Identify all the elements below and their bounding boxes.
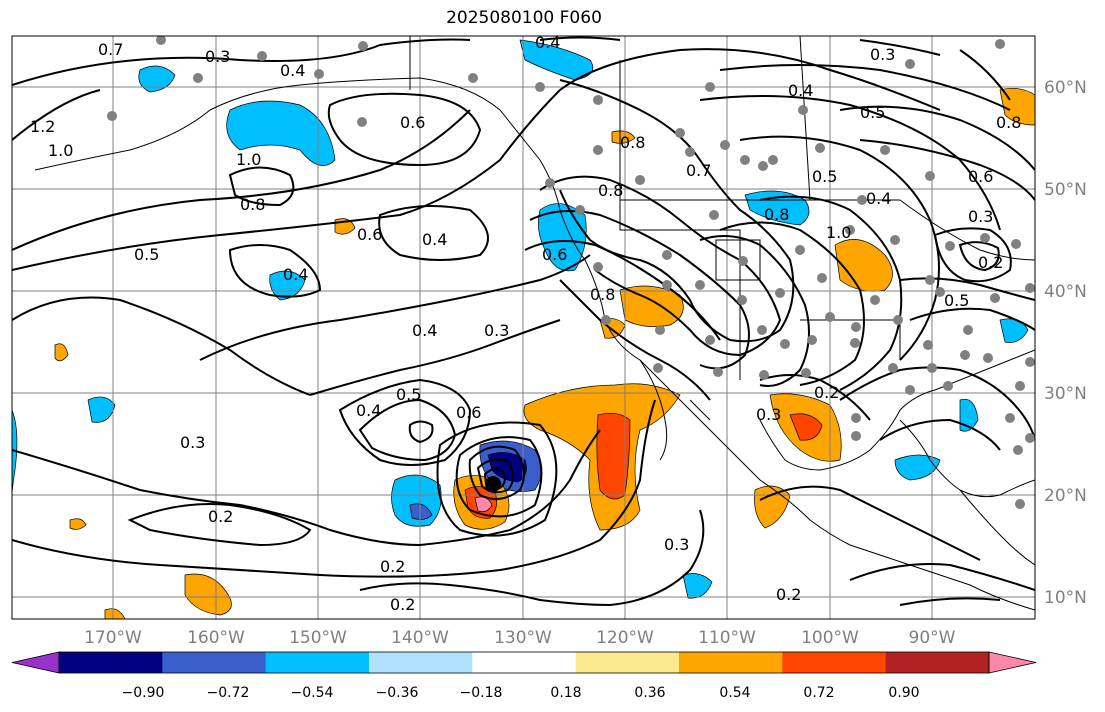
colorbar-segment [679,652,783,673]
svg-text:170°W: 170°W [84,628,142,648]
longitude-labels: 170°W 160°W 150°W 140°W 130°W 120°W 110°… [84,628,956,648]
map-frame [11,35,1036,620]
colorbar-ticks: −0.90 −0.72 −0.54 −0.36 −0.18 0.18 0.36 … [122,685,920,701]
graticule [12,36,1035,619]
svg-text:0.7: 0.7 [686,161,711,180]
svg-text:0.8: 0.8 [240,195,265,214]
svg-text:0.6: 0.6 [542,245,567,264]
colorbar-segment [472,652,577,673]
svg-text:0.4: 0.4 [422,230,447,249]
svg-text:0.3: 0.3 [180,433,205,452]
svg-text:0.8: 0.8 [598,181,623,200]
svg-text:90°W: 90°W [909,628,956,648]
colorbar-tick: 0.18 [550,685,581,701]
colorbar-segment [162,652,267,673]
colorbar-tick: −0.18 [460,685,503,701]
svg-text:0.3: 0.3 [664,535,689,554]
svg-text:120°W: 120°W [596,628,654,648]
svg-text:0.3: 0.3 [968,207,993,226]
svg-text:1.0: 1.0 [48,141,73,160]
svg-text:0.6: 0.6 [456,403,481,422]
colorbar-extend-low [11,651,60,674]
svg-text:20°N: 20°N [1044,486,1087,506]
svg-text:0.4: 0.4 [535,33,560,52]
svg-text:0.5: 0.5 [812,167,837,186]
svg-text:0.4: 0.4 [283,265,308,284]
svg-text:0.3: 0.3 [756,405,781,424]
colorbar-segment [575,652,680,673]
colorbar: −0.90 −0.72 −0.54 −0.36 −0.18 0.18 0.36 … [11,651,1037,701]
svg-text:0.7: 0.7 [98,40,123,59]
svg-text:0.2: 0.2 [978,253,1003,272]
svg-text:0.8: 0.8 [590,285,615,304]
colorbar-tick: 0.90 [888,685,919,701]
svg-text:0.2: 0.2 [380,557,405,576]
shaded-anomalies [12,39,1035,619]
svg-text:1.0: 1.0 [236,150,261,169]
svg-text:40°N: 40°N [1044,282,1087,302]
colorbar-segment [265,652,370,673]
plot-title: 2025080100 F060 [446,8,602,28]
svg-text:0.5: 0.5 [134,245,159,264]
svg-text:0.3: 0.3 [205,47,230,66]
svg-text:140°W: 140°W [391,628,449,648]
svg-text:1.0: 1.0 [826,223,851,242]
colorbar-tick: 0.72 [803,685,834,701]
svg-text:0.5: 0.5 [860,103,885,122]
contour-labels: 0.7 0.3 0.4 1.2 1.0 0.6 1.0 0.8 0.5 0.4 … [30,33,1021,614]
svg-text:110°W: 110°W [698,628,756,648]
svg-text:0.4: 0.4 [356,401,381,420]
svg-text:0.8: 0.8 [996,113,1021,132]
svg-text:100°W: 100°W [801,628,859,648]
svg-text:1.2: 1.2 [30,117,55,136]
svg-text:0.4: 0.4 [280,61,305,80]
svg-text:0.8: 0.8 [620,133,645,152]
colorbar-segment [369,652,473,673]
colorbar-outline [58,651,990,674]
colorbar-segments [11,651,1037,674]
colorbar-segment [885,652,990,673]
colorbar-tick: −0.90 [122,685,165,701]
colorbar-segment [59,652,163,673]
svg-text:30°N: 30°N [1044,384,1087,404]
colorbar-segment [782,652,887,673]
svg-text:0.4: 0.4 [866,189,891,208]
storm-center-marker [485,476,501,492]
contours [12,36,1035,607]
svg-text:0.4: 0.4 [412,321,437,340]
station-markers [107,36,1035,509]
svg-text:0.3: 0.3 [870,45,895,64]
svg-text:150°W: 150°W [289,628,347,648]
svg-text:0.4: 0.4 [788,81,813,100]
colorbar-tick: −0.54 [291,685,334,701]
colorbar-extend-high [988,651,1037,674]
colorbar-tick: −0.36 [376,685,419,701]
svg-text:130°W: 130°W [494,628,552,648]
latitude-labels: 60°N 50°N 40°N 30°N 20°N 10°N [1044,78,1087,608]
svg-text:0.6: 0.6 [357,225,382,244]
svg-text:0.6: 0.6 [968,167,993,186]
svg-text:0.2: 0.2 [814,383,839,402]
svg-text:10°N: 10°N [1044,588,1087,608]
svg-text:0.3: 0.3 [484,321,509,340]
colorbar-tick: 0.36 [634,685,665,701]
colorbar-tick: −0.72 [207,685,250,701]
svg-text:0.2: 0.2 [390,595,415,614]
svg-text:160°W: 160°W [187,628,245,648]
svg-text:0.8: 0.8 [764,205,789,224]
svg-text:0.2: 0.2 [776,585,801,604]
svg-text:0.5: 0.5 [396,385,421,404]
svg-text:50°N: 50°N [1044,180,1087,200]
colorbar-tick: 0.54 [719,685,750,701]
svg-text:60°N: 60°N [1044,78,1087,98]
svg-text:0.2: 0.2 [208,507,233,526]
coastlines [34,36,1035,611]
svg-text:0.6: 0.6 [400,113,425,132]
svg-text:0.5: 0.5 [944,291,969,310]
